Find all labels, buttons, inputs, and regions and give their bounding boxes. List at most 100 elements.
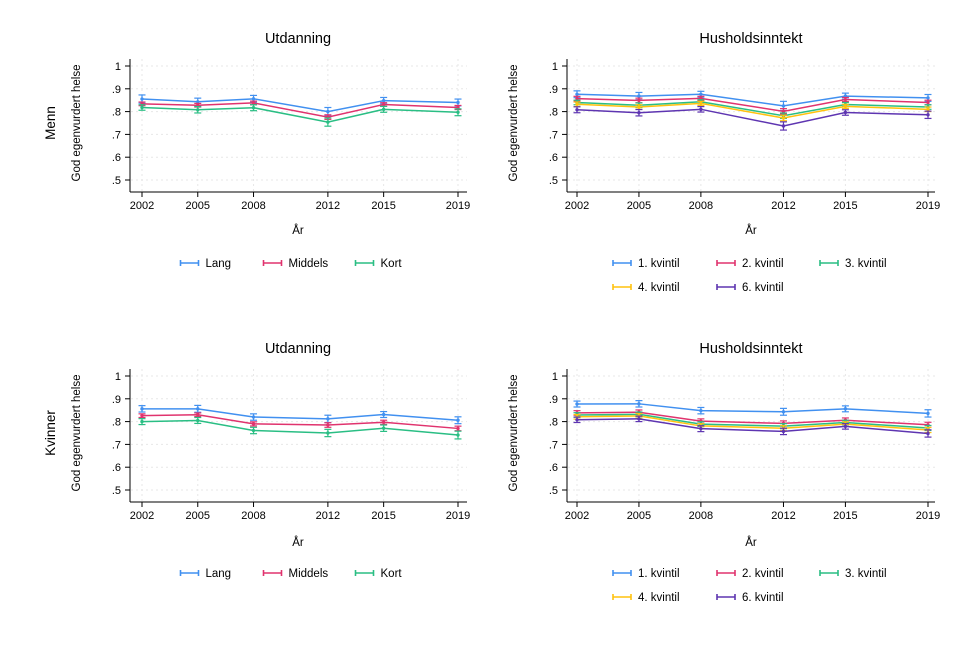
series-3-kvintil bbox=[573, 99, 932, 120]
legend-entry-4-kvintil: 4. kvintil bbox=[612, 282, 680, 294]
legend-entry-lang: Lang bbox=[179, 258, 232, 270]
legend-entry-middels: Middels bbox=[262, 258, 329, 270]
legend-label: Kort bbox=[381, 568, 403, 580]
x-tick-label: 2008 bbox=[241, 510, 265, 522]
row-label-kvinner: Kvinner bbox=[43, 410, 58, 456]
panel-title-menn-utdanning: Utdanning bbox=[265, 31, 331, 47]
x-tick-label: 2002 bbox=[565, 200, 589, 212]
legend-label: 1. kvintil bbox=[638, 568, 680, 580]
x-tick-label: 2012 bbox=[771, 200, 795, 212]
gridlines bbox=[568, 369, 935, 501]
x-tick-label: 2019 bbox=[446, 200, 470, 212]
x-tick-label: 2002 bbox=[565, 510, 589, 522]
legend-label: 3. kvintil bbox=[845, 258, 887, 270]
x-tick-label: 2019 bbox=[916, 200, 940, 212]
x-axis-label: År bbox=[292, 224, 304, 237]
axes: .5 .6 .7 .8 .9 1 2002 2005 2008 2012 2015 2019 bbox=[549, 369, 940, 522]
series-6-kvintil bbox=[573, 105, 932, 131]
legend-label: Middels bbox=[289, 258, 329, 270]
series-1-kvintil bbox=[573, 400, 932, 418]
x-tick-label: 2005 bbox=[186, 510, 210, 522]
y-tick-label: .7 bbox=[549, 439, 558, 451]
plot-area-menn-husholdsinntekt: .5 .6 .7 .8 .9 1 2002 2005 2008 2012 2015 2019 bbox=[549, 59, 940, 212]
legend-entry-kort: Kort bbox=[354, 258, 403, 270]
y-tick-label: .9 bbox=[112, 84, 121, 96]
axes: .5 .6 .7 .8 .9 1 2002 2005 2008 2012 2015 2019 bbox=[549, 59, 940, 212]
legend-label: 2. kvintil bbox=[742, 258, 784, 270]
legend-label: Kort bbox=[381, 258, 403, 270]
x-tick-label: 2012 bbox=[771, 510, 795, 522]
legend-label: 2. kvintil bbox=[742, 568, 784, 580]
legend-menn-utdanning: Lang Middels Kort bbox=[179, 258, 403, 270]
panel-title-kvinner-utdanning: Utdanning bbox=[265, 341, 331, 357]
legend-entry-middels: Middels bbox=[262, 568, 329, 580]
panel-title-kvinner-husholdsinntekt: Husholdsinntekt bbox=[699, 341, 802, 357]
y-tick-label: .8 bbox=[549, 417, 558, 429]
x-tick-label: 2008 bbox=[241, 200, 265, 212]
panel-title-menn-husholdsinntekt: Husholdsinntekt bbox=[699, 31, 802, 47]
axes: .5 .6 .7 .8 .9 1 2002 2005 2008 2012 2015 2019 bbox=[112, 369, 470, 522]
plot-area-kvinner-utdanning: .5 .6 .7 .8 .9 1 2002 2005 2008 2012 2015 2019 bbox=[112, 369, 470, 522]
y-tick-label: .8 bbox=[549, 107, 558, 119]
y-tick-label: .5 bbox=[112, 485, 121, 497]
series-kort bbox=[138, 416, 462, 440]
x-axis-label: År bbox=[745, 536, 757, 549]
legend-entry-3-kvintil: 3. kvintil bbox=[819, 258, 887, 270]
series-2-kvintil bbox=[573, 95, 932, 115]
legend-label: 1. kvintil bbox=[638, 258, 680, 270]
legend-entry-2-kvintil: 2. kvintil bbox=[716, 258, 784, 270]
legend-entry-lang: Lang bbox=[179, 568, 232, 580]
gridlines bbox=[131, 59, 467, 191]
y-tick-label: .6 bbox=[549, 152, 558, 164]
y-tick-label: 1 bbox=[552, 61, 558, 73]
legend-entry-1-kvintil: 1. kvintil bbox=[612, 258, 680, 270]
y-tick-label: .5 bbox=[549, 175, 558, 187]
y-axis-label: God egenvurdert helse bbox=[71, 65, 83, 182]
x-tick-label: 2005 bbox=[627, 510, 651, 522]
y-tick-label: .8 bbox=[112, 417, 121, 429]
axes: .5 .6 .7 .8 .9 1 2002 2005 2008 2012 2015 2019 bbox=[112, 59, 470, 212]
series-lang bbox=[138, 94, 462, 117]
x-tick-label: 2019 bbox=[916, 510, 940, 522]
legend-label: Lang bbox=[206, 568, 232, 580]
series-middels bbox=[138, 412, 462, 432]
y-tick-label: .7 bbox=[549, 129, 558, 141]
x-axis-label: År bbox=[292, 536, 304, 549]
plot-area-kvinner-husholdsinntekt: .5 .6 .7 .8 .9 1 2002 2005 2008 2012 2015 2019 bbox=[549, 369, 940, 522]
legend-label: 6. kvintil bbox=[742, 282, 784, 294]
x-tick-label: 2005 bbox=[186, 200, 210, 212]
legend-kvinner-husholdsinntekt: 1. kvintil 2. kvintil 3. kvintil 4. kvintil… bbox=[612, 568, 887, 604]
y-tick-label: .6 bbox=[112, 152, 121, 164]
y-tick-label: 1 bbox=[552, 371, 558, 383]
y-tick-label: .6 bbox=[112, 462, 121, 474]
y-tick-label: .6 bbox=[549, 462, 558, 474]
x-tick-label: 2008 bbox=[689, 200, 713, 212]
legend-entry-1-kvintil: 1. kvintil bbox=[612, 568, 680, 580]
x-tick-label: 2015 bbox=[833, 510, 857, 522]
legend-label: 4. kvintil bbox=[638, 592, 680, 604]
y-tick-label: .9 bbox=[112, 394, 121, 406]
row-label-menn: Menn bbox=[43, 106, 58, 140]
y-tick-label: .9 bbox=[549, 84, 558, 96]
x-tick-label: 2012 bbox=[316, 510, 340, 522]
legend-label: 6. kvintil bbox=[742, 592, 784, 604]
x-tick-label: 2002 bbox=[130, 200, 154, 212]
legend-label: 4. kvintil bbox=[638, 282, 680, 294]
x-tick-label: 2019 bbox=[446, 510, 470, 522]
legend-kvinner-utdanning: Lang Middels Kort bbox=[179, 568, 403, 580]
y-axis-label: God egenvurdert helse bbox=[508, 65, 520, 182]
legend-entry-6-kvintil: 6. kvintil bbox=[716, 592, 784, 604]
series-kort bbox=[138, 104, 462, 127]
legend-entry-kort: Kort bbox=[354, 568, 403, 580]
legend-label: 3. kvintil bbox=[845, 568, 887, 580]
legend-label: Middels bbox=[289, 568, 329, 580]
y-tick-label: .7 bbox=[112, 129, 121, 141]
x-tick-label: 2005 bbox=[627, 200, 651, 212]
legend-entry-2-kvintil: 2. kvintil bbox=[716, 568, 784, 580]
legend-entry-6-kvintil: 6. kvintil bbox=[716, 282, 784, 294]
legend-label: Lang bbox=[206, 258, 232, 270]
y-tick-label: .5 bbox=[112, 175, 121, 187]
x-tick-label: 2015 bbox=[371, 510, 395, 522]
